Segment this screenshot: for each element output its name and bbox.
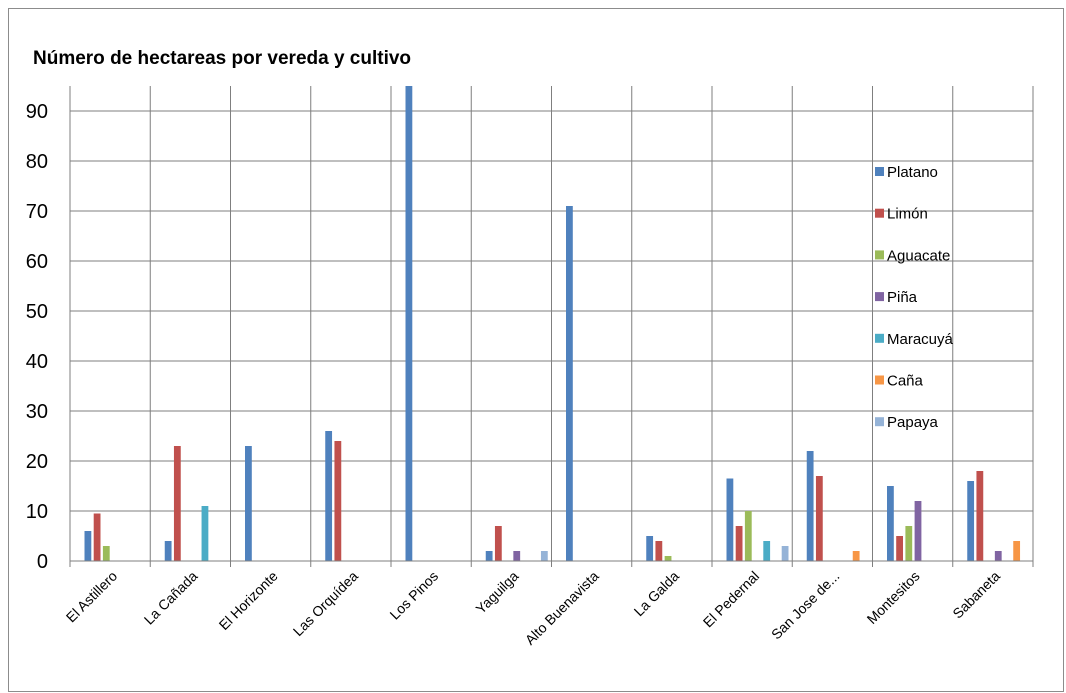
bar [102, 546, 110, 561]
bar [566, 206, 573, 561]
bar [201, 506, 209, 561]
bar [896, 536, 903, 561]
legend: Platano Limón Aguacate Piña Maracuyá Caña Papa… [875, 164, 954, 431]
bar [976, 471, 984, 561]
bar [646, 536, 654, 561]
bar [494, 526, 502, 561]
bar [852, 551, 860, 561]
bar [173, 446, 181, 561]
bar [164, 541, 172, 561]
legend-swatch [875, 208, 884, 218]
y-tick-label: 0 [37, 551, 48, 573]
legend-swatch [875, 333, 884, 343]
grid-layer [70, 86, 1034, 561]
x-tick-label: La Galda [630, 568, 682, 620]
legend-swatch [875, 250, 884, 260]
x-tick-label: Alto Buenavista [522, 568, 602, 648]
bar [655, 541, 663, 561]
y-tick-label: 80 [26, 151, 48, 173]
bars-layer [84, 86, 1021, 561]
x-tick-label: La Cañada [141, 568, 201, 628]
bar [1013, 541, 1021, 561]
legend-label: Caña [887, 373, 924, 390]
x-tick-label: El Horizonte [216, 568, 281, 633]
legend-label: Limón [887, 206, 928, 223]
bar [405, 86, 413, 561]
x-tick-label: Montesitos [864, 568, 923, 627]
y-tick-label: 40 [26, 351, 48, 373]
legend-swatch [875, 417, 884, 427]
legend-swatch [875, 167, 884, 176]
x-tick-label: Yaguilga [472, 568, 521, 617]
x-tick-label: El Astillero [63, 568, 121, 626]
bar [905, 526, 913, 561]
bar [744, 511, 752, 561]
bar [726, 478, 734, 561]
bar [914, 501, 922, 561]
x-tick-label: Los Pinos [386, 568, 441, 623]
bar [887, 486, 894, 561]
legend-label: Papaya [887, 414, 939, 431]
bar [84, 531, 92, 561]
bar [735, 526, 743, 561]
legend-swatch [875, 375, 884, 385]
chart-title: Número de hectareas por vereda y cultivo [33, 48, 412, 69]
legend-label: Piña [887, 289, 918, 306]
bar [994, 551, 1002, 561]
y-tick-label: 90 [26, 101, 48, 123]
x-tick-label: El Pedernal [700, 568, 763, 631]
bar [334, 441, 342, 561]
bar [967, 481, 975, 561]
bar [664, 556, 672, 561]
legend-label: Maracuyá [887, 331, 954, 348]
y-tick-label: 50 [26, 301, 48, 323]
bar [781, 546, 789, 561]
y-tick-label: 30 [26, 401, 48, 423]
y-tick-label: 70 [26, 201, 48, 223]
bar [806, 451, 814, 561]
bar [485, 551, 493, 561]
bar [325, 431, 333, 561]
bar [763, 541, 771, 561]
bar [245, 446, 252, 561]
y-tick-label: 60 [26, 251, 48, 273]
legend-label: Platano [887, 164, 938, 181]
legend-label: Aguacate [887, 247, 950, 264]
x-tick-label: Las Orquídea [290, 568, 361, 639]
y-tick-label: 20 [26, 451, 48, 473]
x-tick-label: Sabaneta [949, 568, 1003, 622]
bar [93, 513, 101, 561]
y-tick-label: 10 [26, 501, 48, 523]
bar [540, 551, 548, 561]
bar [513, 551, 521, 561]
chart-frame [8, 8, 1064, 692]
legend-swatch [875, 292, 884, 302]
x-tick-label: San Jose de... [768, 568, 843, 643]
bar [815, 476, 823, 561]
